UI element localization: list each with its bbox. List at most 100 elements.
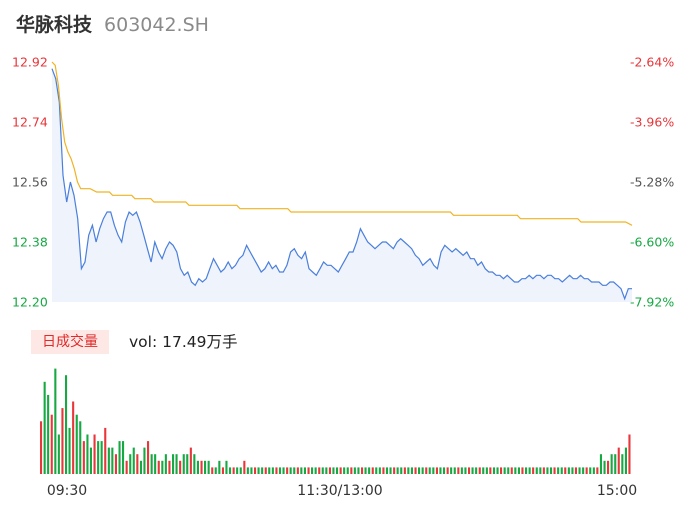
stock-name: 华脉科技: [16, 14, 93, 36]
volume-bar: [407, 467, 410, 474]
volume-bar: [400, 467, 403, 474]
time-axis: 09:30 11:30/13:00 15:00: [47, 483, 637, 499]
volume-bar: [172, 454, 175, 474]
percent-tick-label: -3.96%: [630, 115, 674, 130]
price-area-fill: [52, 68, 632, 302]
volume-bar: [122, 441, 125, 474]
volume-bar: [257, 467, 260, 474]
volume-bar: [528, 467, 531, 474]
volume-bar: [100, 441, 103, 474]
volume-bar: [560, 467, 563, 474]
volume-bar: [175, 454, 178, 474]
percent-tick-label: -2.64%: [630, 55, 674, 70]
volume-bar: [525, 467, 528, 474]
volume-bar: [286, 467, 289, 474]
volume-bar: [578, 467, 581, 474]
volume-bar: [186, 454, 189, 474]
volume-bar: [150, 454, 153, 474]
volume-bar: [218, 460, 221, 474]
volume-bar: [93, 434, 96, 474]
volume-bar: [43, 381, 46, 474]
volume-bar: [132, 447, 135, 474]
volume-bar: [514, 467, 517, 474]
volume-bar: [410, 467, 413, 474]
time-tick-label: 15:00: [597, 483, 637, 499]
price-tick-label: 12.38: [12, 235, 48, 250]
volume-bar: [574, 467, 577, 474]
volume-bar: [550, 467, 553, 474]
volume-bar: [443, 467, 446, 474]
volume-bar: [89, 447, 92, 474]
volume-bar: [147, 441, 150, 474]
volume-bar: [361, 467, 364, 474]
volume-bar: [164, 454, 167, 474]
volume-bar: [264, 467, 267, 474]
volume-bar: [439, 467, 442, 474]
volume-bar: [539, 467, 542, 474]
volume-bar: [339, 467, 342, 474]
volume-bar: [346, 467, 349, 474]
volume-bar: [168, 460, 171, 474]
volume-bar: [318, 467, 321, 474]
volume-bar: [610, 454, 613, 474]
volume-bar: [82, 441, 85, 474]
volume-bar: [328, 467, 331, 474]
volume-bar: [364, 467, 367, 474]
volume-bar: [307, 467, 310, 474]
volume-bar: [268, 467, 271, 474]
volume-bar: [446, 467, 449, 474]
volume-bar: [86, 434, 89, 474]
volume-bar: [628, 434, 631, 474]
volume-bar: [107, 447, 110, 474]
volume-bar: [503, 467, 506, 474]
volume-bar: [453, 467, 456, 474]
volume-bar: [403, 467, 406, 474]
volume-bar: [239, 467, 242, 474]
time-tick-label: 09:30: [47, 483, 87, 499]
volume-bar: [599, 454, 602, 474]
volume-bar: [189, 447, 192, 474]
volume-bar: [332, 467, 335, 474]
volume-bar: [385, 467, 388, 474]
volume-bar: [311, 467, 314, 474]
volume-bar: [589, 467, 592, 474]
volume-bar: [553, 467, 556, 474]
volume-bar: [75, 414, 78, 474]
volume-bar: [396, 467, 399, 474]
volume-bar: [200, 460, 203, 474]
volume-bar: [278, 467, 281, 474]
volume-bar: [475, 467, 478, 474]
volume-bar: [507, 467, 510, 474]
volume-bar: [414, 467, 417, 474]
volume-bar: [204, 460, 207, 474]
volume-bar: [478, 467, 481, 474]
volume-bar: [57, 434, 60, 474]
volume-bar: [492, 467, 495, 474]
volume-bar: [321, 467, 324, 474]
volume-bar: [143, 447, 146, 474]
volume-bar: [232, 467, 235, 474]
volume-bar: [293, 467, 296, 474]
volume-bar: [250, 467, 253, 474]
volume-bar: [614, 454, 617, 474]
volume-bar: [592, 467, 595, 474]
volume-bar: [207, 460, 210, 474]
percent-tick-label: -7.92%: [630, 295, 674, 310]
volume-bar: [139, 460, 142, 474]
price-panel: [51, 61, 633, 302]
volume-bar: [196, 460, 199, 474]
volume-bar: [418, 467, 421, 474]
volume-bar: [471, 467, 474, 474]
volume-bar: [603, 460, 606, 474]
volume-bar: [510, 467, 513, 474]
stock-header: 华脉科技 603042.SH: [16, 12, 209, 38]
volume-bar: [104, 427, 107, 474]
volume-bar: [375, 467, 378, 474]
volume-bar: [118, 441, 121, 474]
volume-bar: [275, 467, 278, 474]
volume-bar: [193, 454, 196, 474]
volume-bar: [182, 454, 185, 474]
volume-bar: [596, 467, 599, 474]
volume-bar: [435, 467, 438, 474]
volume-bar: [325, 467, 328, 474]
